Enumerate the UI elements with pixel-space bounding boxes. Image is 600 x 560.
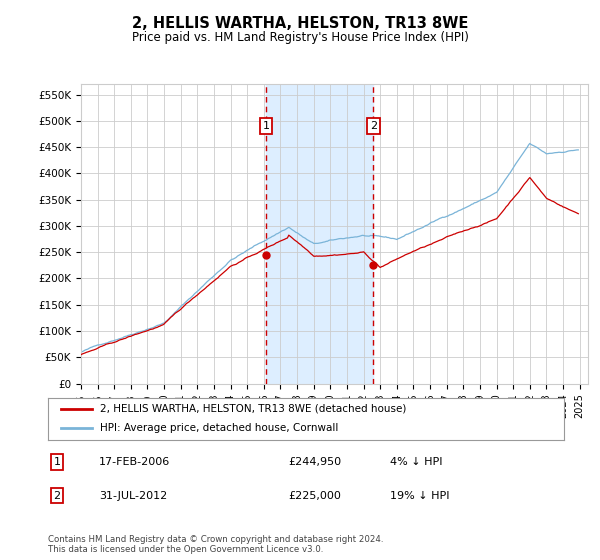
Text: £244,950: £244,950 xyxy=(288,457,341,467)
Text: Price paid vs. HM Land Registry's House Price Index (HPI): Price paid vs. HM Land Registry's House … xyxy=(131,31,469,44)
Text: £225,000: £225,000 xyxy=(288,491,341,501)
Text: 19% ↓ HPI: 19% ↓ HPI xyxy=(390,491,449,501)
Text: 4% ↓ HPI: 4% ↓ HPI xyxy=(390,457,443,467)
Bar xyxy=(266,84,373,384)
Text: HPI: Average price, detached house, Cornwall: HPI: Average price, detached house, Corn… xyxy=(100,423,338,433)
Text: 1: 1 xyxy=(53,457,61,467)
Text: 1: 1 xyxy=(262,121,269,131)
Text: 31-JUL-2012: 31-JUL-2012 xyxy=(99,491,167,501)
Text: 2: 2 xyxy=(53,491,61,501)
Text: 2, HELLIS WARTHA, HELSTON, TR13 8WE (detached house): 2, HELLIS WARTHA, HELSTON, TR13 8WE (det… xyxy=(100,404,406,414)
Text: 2: 2 xyxy=(370,121,377,131)
Text: 2, HELLIS WARTHA, HELSTON, TR13 8WE: 2, HELLIS WARTHA, HELSTON, TR13 8WE xyxy=(132,16,468,31)
Text: 17-FEB-2006: 17-FEB-2006 xyxy=(99,457,170,467)
Text: Contains HM Land Registry data © Crown copyright and database right 2024.
This d: Contains HM Land Registry data © Crown c… xyxy=(48,535,383,554)
